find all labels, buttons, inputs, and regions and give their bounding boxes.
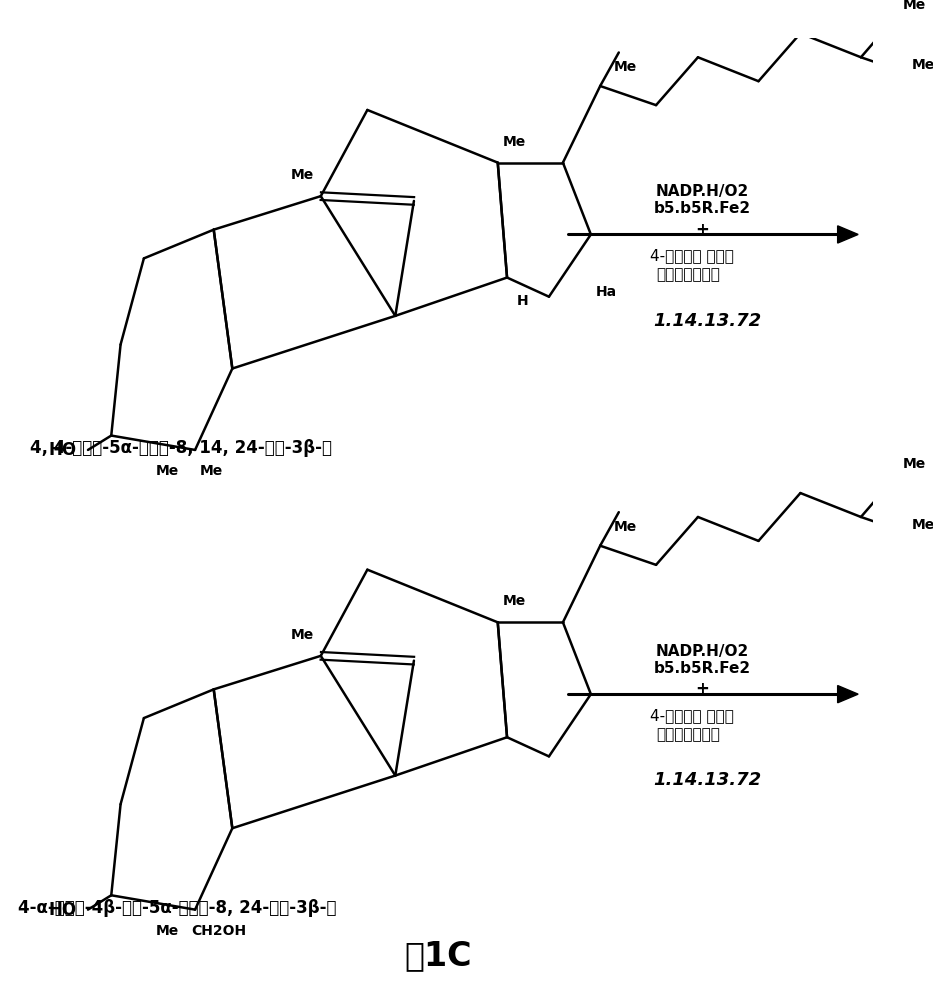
Text: H: H: [517, 294, 529, 308]
Text: Me: Me: [502, 594, 525, 608]
Text: Me: Me: [156, 464, 179, 478]
Text: Me: Me: [201, 464, 224, 478]
Text: Me: Me: [912, 518, 933, 532]
Text: Me: Me: [614, 60, 637, 74]
Text: b5.b5R.Fe2: b5.b5R.Fe2: [654, 201, 751, 216]
Text: NADP.H/O2: NADP.H/O2: [656, 644, 749, 659]
Text: Me: Me: [290, 628, 313, 642]
Text: （氧化还原酶）: （氧化还原酶）: [656, 267, 720, 282]
Text: Me: Me: [156, 924, 179, 938]
Text: Me: Me: [912, 58, 933, 72]
Text: Me: Me: [502, 135, 525, 149]
Text: b5.b5R.Fe2: b5.b5R.Fe2: [654, 661, 751, 676]
Polygon shape: [838, 686, 858, 703]
Text: 4-α-羟甲基-4β-甲基-5α-胆固醇-8, 24-二烯-3β-醇: 4-α-羟甲基-4β-甲基-5α-胆固醇-8, 24-二烯-3β-醇: [18, 899, 337, 917]
Text: HO: HO: [49, 901, 77, 919]
Text: 4-甲基甾酮 氧化酶: 4-甲基甾酮 氧化酶: [649, 708, 733, 723]
Text: 图1C: 图1C: [404, 939, 472, 972]
Text: 4-甲基甾酮 氧化酶: 4-甲基甾酮 氧化酶: [649, 248, 733, 263]
Text: +: +: [696, 680, 710, 698]
Text: NADP.H/O2: NADP.H/O2: [656, 184, 749, 199]
Text: 1.14.13.72: 1.14.13.72: [653, 771, 761, 789]
Text: Ha: Ha: [595, 285, 617, 299]
Polygon shape: [838, 226, 858, 243]
Text: 4, 4-二甲基-5α-胆固醇-8, 14, 24-二烯-3β-醇: 4, 4-二甲基-5α-胆固醇-8, 14, 24-二烯-3β-醇: [30, 439, 332, 457]
Text: +: +: [696, 221, 710, 239]
Text: Me: Me: [903, 0, 926, 12]
Text: CH2OH: CH2OH: [190, 924, 246, 938]
Text: 1.14.13.72: 1.14.13.72: [653, 312, 761, 330]
Text: Me: Me: [614, 520, 637, 534]
Text: Me: Me: [290, 168, 313, 182]
Text: HO: HO: [49, 441, 77, 459]
Text: （氧化还原酶）: （氧化还原酶）: [656, 727, 720, 742]
Text: Me: Me: [903, 457, 926, 471]
